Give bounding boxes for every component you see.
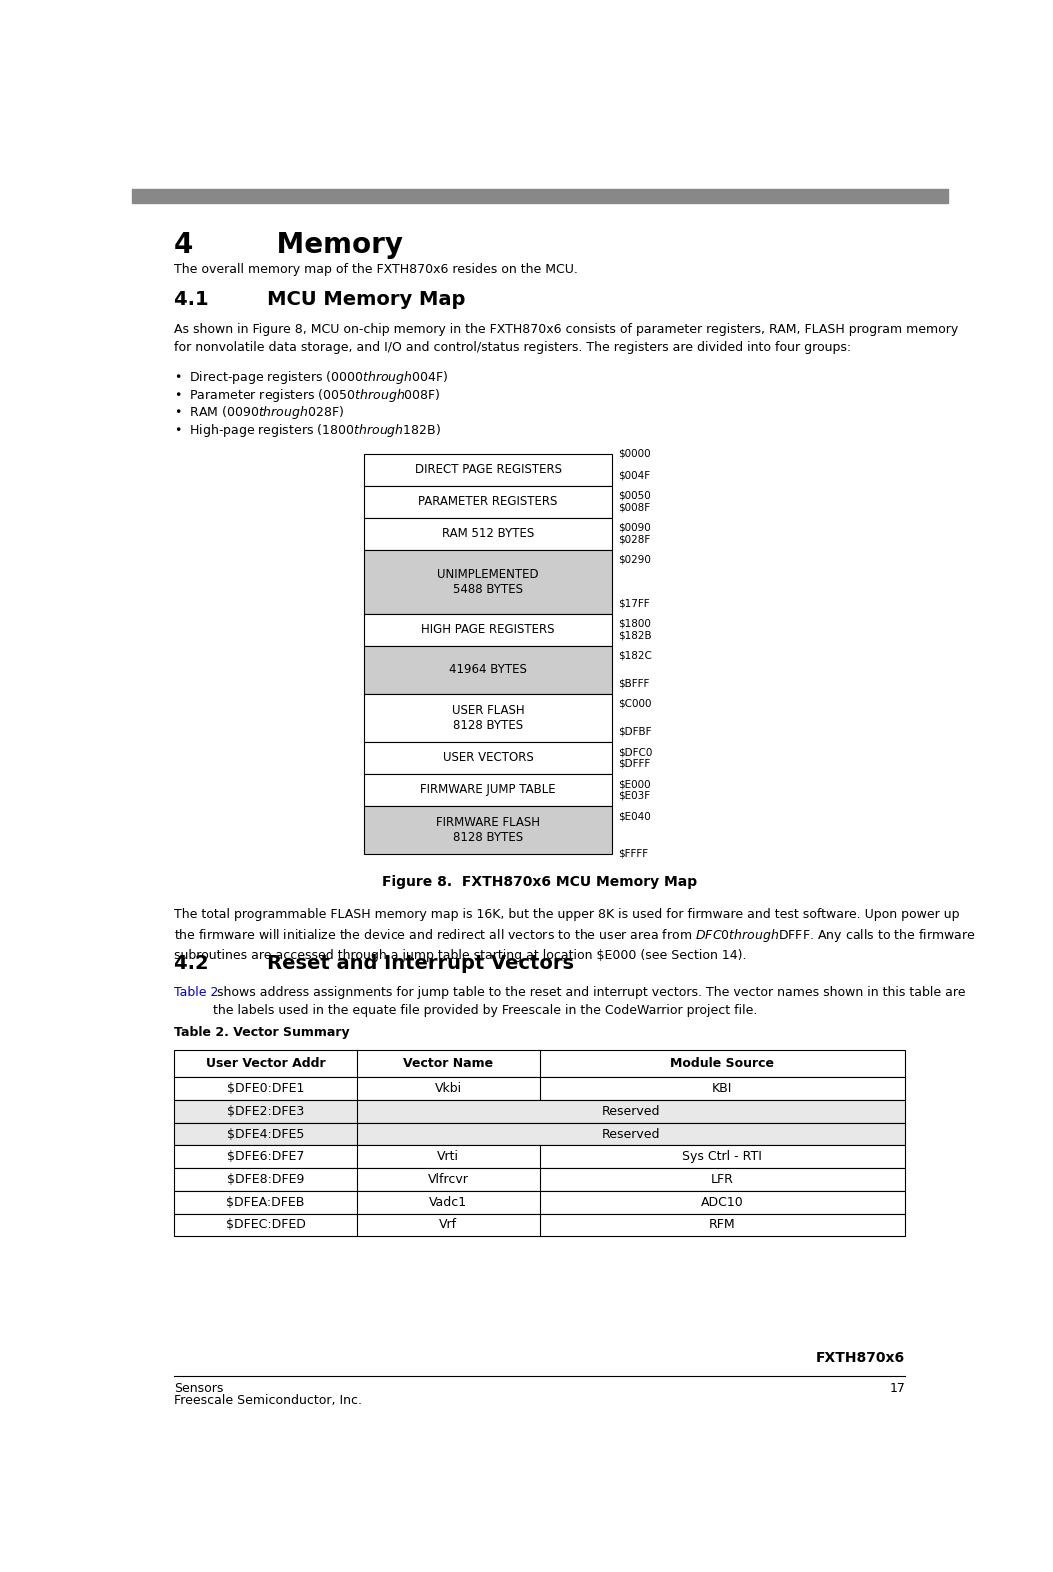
Text: Table 2. Vector Summary: Table 2. Vector Summary xyxy=(174,1027,350,1039)
Text: $DFE4:DFE5: $DFE4:DFE5 xyxy=(226,1127,304,1141)
Text: $0000: $0000 xyxy=(618,448,651,459)
Bar xyxy=(174,1122,906,1146)
Text: Vkbi: Vkbi xyxy=(435,1082,462,1096)
Text: UNIMPLEMENTED
5488 BYTES: UNIMPLEMENTED 5488 BYTES xyxy=(437,567,539,596)
Text: USER FLASH
8128 BYTES: USER FLASH 8128 BYTES xyxy=(452,704,524,733)
Text: USER VECTORS: USER VECTORS xyxy=(442,751,534,764)
Text: HIGH PAGE REGISTERS: HIGH PAGE REGISTERS xyxy=(421,623,555,637)
Text: Sensors: Sensors xyxy=(174,1382,223,1394)
Text: $C000: $C000 xyxy=(618,700,652,709)
Bar xyxy=(364,693,612,742)
Text: As shown in Figure 8, MCU on-chip memory in the FXTH870x6 consists of parameter : As shown in Figure 8, MCU on-chip memory… xyxy=(174,322,958,354)
Text: 4.2   Reset and Interrupt Vectors: 4.2 Reset and Interrupt Vectors xyxy=(174,954,574,973)
Text: 41964 BYTES: 41964 BYTES xyxy=(450,663,528,676)
Text: $E03F: $E03F xyxy=(618,791,651,800)
Text: User Vector Addr: User Vector Addr xyxy=(205,1056,325,1071)
Text: $DFEC:DFED: $DFEC:DFED xyxy=(225,1218,305,1231)
Text: •  Parameter registers ($0050 through $008F): • Parameter registers ($0050 through $00… xyxy=(174,387,441,404)
Text: Figure 8.  FXTH870x6 MCU Memory Map: Figure 8. FXTH870x6 MCU Memory Map xyxy=(382,876,697,890)
Text: 17: 17 xyxy=(889,1382,906,1394)
Text: $DFE8:DFE9: $DFE8:DFE9 xyxy=(226,1173,304,1185)
Text: DIRECT PAGE REGISTERS: DIRECT PAGE REGISTERS xyxy=(415,464,561,476)
Text: $004F: $004F xyxy=(618,470,651,481)
Text: Vrf: Vrf xyxy=(439,1218,457,1231)
Text: $182B: $182B xyxy=(618,630,652,640)
Text: FXTH870x6: FXTH870x6 xyxy=(816,1352,906,1364)
Text: $0050: $0050 xyxy=(618,490,651,501)
Text: $0090: $0090 xyxy=(618,523,651,533)
Text: The overall memory map of the FXTH870x6 resides on the MCU.: The overall memory map of the FXTH870x6 … xyxy=(174,264,578,277)
Text: $0290: $0290 xyxy=(618,555,651,564)
Text: FIRMWARE FLASH
8128 BYTES: FIRMWARE FLASH 8128 BYTES xyxy=(436,816,540,844)
Bar xyxy=(364,517,612,550)
Text: 4.1   MCU Memory Map: 4.1 MCU Memory Map xyxy=(174,291,465,310)
Text: $1800: $1800 xyxy=(618,619,651,629)
Bar xyxy=(174,1077,906,1100)
Text: RAM 512 BYTES: RAM 512 BYTES xyxy=(442,527,534,541)
Bar xyxy=(174,1192,906,1214)
Text: FIRMWARE JUMP TABLE: FIRMWARE JUMP TABLE xyxy=(420,783,556,797)
Text: Freescale Semiconductor, Inc.: Freescale Semiconductor, Inc. xyxy=(174,1394,362,1407)
Text: Table 2: Table 2 xyxy=(174,986,219,1000)
Text: $BFFF: $BFFF xyxy=(618,679,650,689)
Text: $DFE2:DFE3: $DFE2:DFE3 xyxy=(227,1105,304,1118)
Text: Vlfrcvr: Vlfrcvr xyxy=(428,1173,469,1185)
Bar xyxy=(364,742,612,773)
Text: ADC10: ADC10 xyxy=(701,1196,743,1209)
Text: 4   Memory: 4 Memory xyxy=(174,231,403,259)
Text: Module Source: Module Source xyxy=(671,1056,774,1071)
Bar xyxy=(174,1168,906,1192)
Text: $008F: $008F xyxy=(618,503,651,512)
Bar xyxy=(364,646,612,693)
Bar xyxy=(174,1050,906,1077)
Text: Reserved: Reserved xyxy=(601,1127,660,1141)
Text: shows address assignments for jump table to the reset and interrupt vectors. The: shows address assignments for jump table… xyxy=(213,986,966,1017)
Bar xyxy=(174,1100,906,1122)
Bar xyxy=(364,486,612,517)
Text: PARAMETER REGISTERS: PARAMETER REGISTERS xyxy=(418,495,558,508)
Text: KBI: KBI xyxy=(712,1082,733,1096)
Text: $DFBF: $DFBF xyxy=(618,726,652,737)
Text: $DFFF: $DFFF xyxy=(618,759,651,769)
Text: $DFC0: $DFC0 xyxy=(618,747,653,758)
Text: The total programmable FLASH memory map is 16K, but the upper 8K is used for fir: The total programmable FLASH memory map … xyxy=(174,907,976,962)
Bar xyxy=(364,453,612,486)
Text: •  Direct-page registers ($0000 through $004F): • Direct-page registers ($0000 through $… xyxy=(174,369,449,385)
Bar xyxy=(364,773,612,806)
Text: Reserved: Reserved xyxy=(601,1105,660,1118)
Bar xyxy=(364,613,612,646)
Bar xyxy=(364,806,612,854)
Bar xyxy=(132,189,948,203)
Text: $182C: $182C xyxy=(618,651,652,660)
Bar xyxy=(174,1214,906,1236)
Text: RFM: RFM xyxy=(709,1218,736,1231)
Text: Vrti: Vrti xyxy=(437,1151,459,1163)
Text: Sys Ctrl - RTI: Sys Ctrl - RTI xyxy=(682,1151,762,1163)
Text: •  RAM ($0090 through $028F): • RAM ($0090 through $028F) xyxy=(174,404,344,421)
Text: $17FF: $17FF xyxy=(618,599,650,608)
Text: •  High-page registers ($1800 through $182B): • High-page registers ($1800 through $18… xyxy=(174,421,441,439)
Bar xyxy=(174,1146,906,1168)
Text: $E040: $E040 xyxy=(618,811,651,821)
Text: Vector Name: Vector Name xyxy=(403,1056,494,1071)
Bar xyxy=(364,550,612,613)
Text: $DFE6:DFE7: $DFE6:DFE7 xyxy=(226,1151,304,1163)
Text: $FFFF: $FFFF xyxy=(618,849,649,858)
Text: $E000: $E000 xyxy=(618,780,651,789)
Text: $DFE0:DFE1: $DFE0:DFE1 xyxy=(226,1082,304,1096)
Text: LFR: LFR xyxy=(711,1173,734,1185)
Text: $DFEA:DFEB: $DFEA:DFEB xyxy=(226,1196,304,1209)
Text: Vadc1: Vadc1 xyxy=(430,1196,468,1209)
Text: $028F: $028F xyxy=(618,534,651,544)
